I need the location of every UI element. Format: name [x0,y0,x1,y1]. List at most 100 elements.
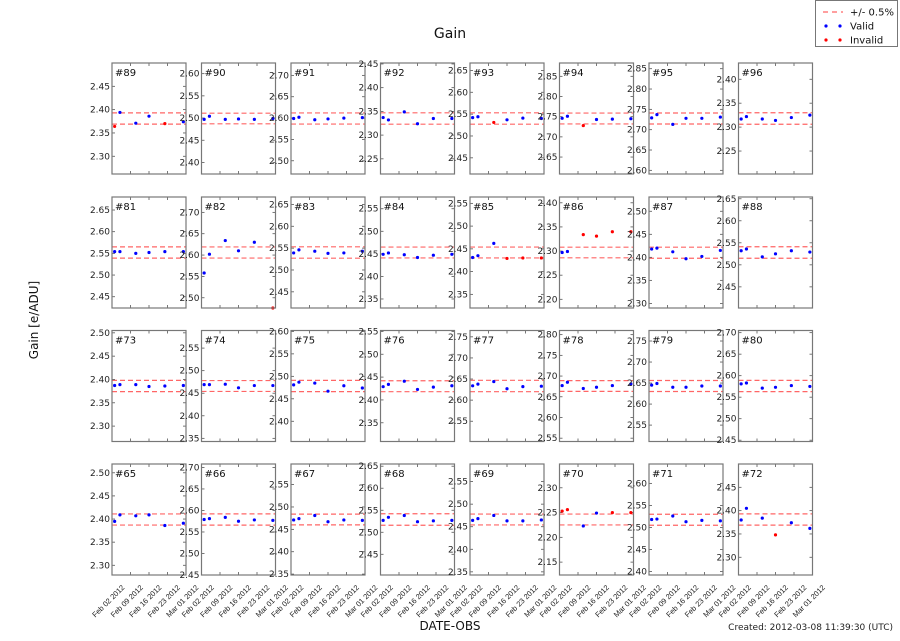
created-timestamp: Created: 2012-03-08 11:39:30 (UTC) [728,623,893,633]
subplot-84: 2.35 2.40 2.45 2.50 2.55 #84 [358,196,456,309]
valid-point [342,384,346,388]
valid-point [773,252,778,256]
valid-point [223,238,227,243]
valid-point [381,385,385,389]
valid-point [313,381,317,385]
valid-point [163,384,167,388]
y-tick-label: 2.40 [90,375,110,385]
y-tick-label: 2.65 [537,393,557,403]
y-tick-label: 2.40 [358,272,378,282]
valid-point [297,248,301,252]
valid-point [684,116,688,120]
invalid-point [505,256,509,261]
valid-point [415,520,420,524]
valid-point [629,382,633,386]
valid-point [431,116,435,121]
y-tick-label: 2.45 [627,545,647,555]
subplot-label: #88 [742,202,763,213]
subplot-label: #77 [473,336,494,347]
valid-point [539,518,543,522]
invalid-point [581,233,585,237]
y-tick-label: 2.65 [448,375,468,385]
valid-point [773,118,778,123]
y-tick-label: 2.40 [358,396,378,406]
y-tick-label: 2.50 [179,114,199,124]
legend-label: +/- 0.5% [850,8,894,19]
y-tick-label: 2.35 [627,276,647,286]
valid-point [297,115,301,119]
y-tick-label: 2.40 [627,253,647,263]
y-tick-label: 2.55 [448,417,468,427]
valid-point [381,518,385,522]
subplot-label: #79 [652,336,673,347]
valid-point [118,250,122,254]
y-tick-label: 2.30 [358,131,378,141]
subplot-label: #91 [294,68,315,79]
subplot-73: 2.30 2.35 2.40 2.45 2.50 #73 [90,329,187,443]
y-tick-label: 2.25 [537,509,557,519]
y-tick-label: 2.60 [90,228,110,238]
subplot-87: 2.30 2.35 2.40 2.45 2.50 #87 [627,196,724,309]
valid-point [381,252,385,256]
valid-point [718,519,722,523]
y-tick-label: 2.50 [269,157,289,167]
valid-point [808,526,812,530]
valid-point [147,384,151,389]
valid-point [134,383,138,387]
valid-point [402,110,406,114]
valid-point [202,517,206,522]
subplot-frame [290,463,366,576]
y-tick-label: 2.55 [716,239,736,249]
y-tick-label: 2.50 [269,503,289,513]
subplot-frame [469,62,545,175]
subplot-label: #65 [115,469,136,480]
valid-point [360,386,364,390]
y-tick-label: 2.45 [448,245,468,255]
subplot-93: 2.45 2.50 2.55 2.60 2.65 #93 [448,62,545,175]
y-tick-label: 2.50 [90,469,110,479]
valid-point [739,382,743,386]
valid-point [271,116,275,121]
y-tick-label: 2.60 [179,251,199,261]
subplot-label: #95 [652,68,673,79]
valid-point [594,385,599,389]
valid-point [292,518,296,522]
valid-point [671,385,675,389]
y-tick-label: 2.45 [716,483,736,493]
valid-point [450,518,454,522]
valid-point [560,250,564,255]
y-tick-label: 2.65 [179,485,199,495]
valid-point [789,249,793,253]
invalid-point [492,120,496,125]
valid-point [342,116,346,120]
y-tick-label: 2.50 [448,132,468,142]
y-tick-label: 2.40 [179,158,199,168]
valid-point [381,115,385,120]
valid-point [450,116,454,121]
y-tick-label: 2.25 [537,271,557,281]
valid-point [360,116,364,120]
valid-point [181,383,185,388]
valid-point [202,271,206,275]
valid-point [360,518,364,522]
valid-point [760,386,764,390]
valid-point [739,518,743,522]
subplot-frame [111,196,187,309]
valid-point [415,255,420,260]
subplot-frame [469,463,545,576]
subplot-frame [111,329,187,443]
subplot-frame [648,196,724,309]
valid-point [252,383,256,388]
valid-point [539,384,543,388]
y-tick-label: 2.45 [448,154,468,164]
valid-point [700,116,704,120]
valid-point [744,247,749,251]
valid-point [118,383,122,387]
y-tick-label: 2.40 [537,199,557,209]
valid-point [113,519,117,523]
valid-point [326,251,330,255]
y-tick-label: 2.55 [358,205,378,215]
y-tick-label: 2.65 [90,206,110,216]
valid-point [671,122,675,126]
valid-point [342,251,346,255]
